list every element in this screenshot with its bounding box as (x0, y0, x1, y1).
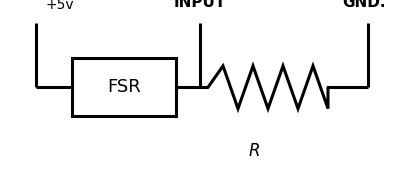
Text: +5v: +5v (46, 0, 74, 12)
Text: INPUT: INPUT (174, 0, 226, 10)
Text: GND.: GND. (342, 0, 386, 10)
Text: FSR: FSR (107, 78, 141, 96)
Bar (72, 58, 176, 116)
Text: R: R (248, 142, 260, 160)
